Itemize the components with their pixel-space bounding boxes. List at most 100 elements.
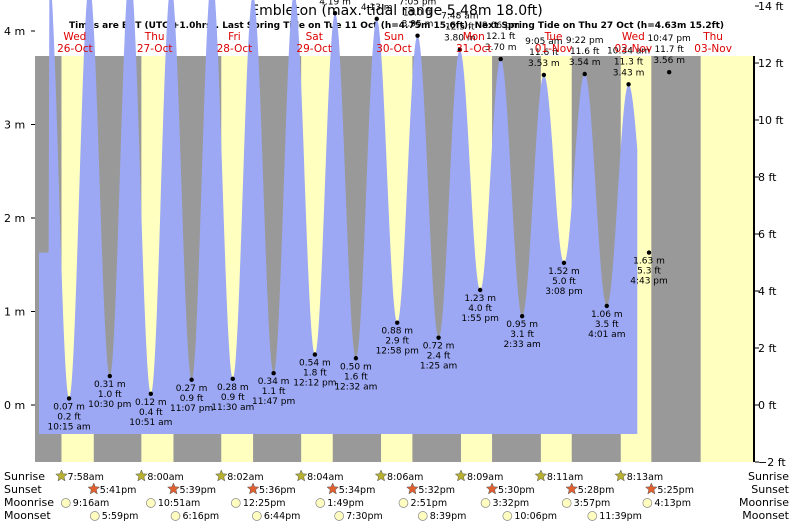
low-tide-time-label: 10:15 am bbox=[48, 422, 91, 432]
low-tide-point bbox=[271, 371, 276, 376]
moonset-icon bbox=[417, 511, 428, 521]
sunset-icon bbox=[565, 482, 579, 495]
low-tide-time-label: 12:32 am bbox=[334, 382, 377, 392]
moonset-time: 8:39pm bbox=[430, 511, 467, 522]
day-name-label: Wed bbox=[63, 31, 86, 43]
low-tide-time-label: 3:08 pm bbox=[545, 287, 583, 297]
day-name-label: Tue bbox=[544, 31, 563, 43]
day-date-label: 02-Nov bbox=[615, 43, 653, 55]
high-tide-point bbox=[457, 47, 463, 52]
high-tide-time-label: 7:05 pm bbox=[399, 0, 437, 8]
low-tide-time-label: 11:47 pm bbox=[252, 397, 295, 407]
high-tide-m-label: 3.54 m bbox=[569, 58, 601, 68]
day-name-label: Wed bbox=[622, 31, 645, 43]
low-tide-time-label: 4:43 pm bbox=[630, 277, 668, 287]
moonset-time: 11:39pm bbox=[599, 511, 642, 522]
low-tide-m-label: 1.52 m bbox=[548, 267, 580, 277]
high-tide-m-label: 3.95 m bbox=[402, 20, 434, 30]
row-label-right: Sunrise bbox=[748, 470, 789, 483]
sunrise-time: 8:00am bbox=[147, 472, 183, 483]
low-tide-ft-label: 4.0 ft bbox=[468, 304, 492, 314]
high-tide-time-label: 7:48 am bbox=[441, 12, 478, 22]
moonset-time: 10:06pm bbox=[514, 511, 557, 522]
sunrise-icon bbox=[374, 469, 388, 482]
tide-area bbox=[39, 0, 638, 434]
low-tide-time-label: 2:33 am bbox=[503, 340, 540, 350]
low-tide-ft-label: 5.3 ft bbox=[637, 267, 661, 277]
day-date-label: 26-Oct bbox=[57, 43, 93, 55]
moonrise-icon bbox=[398, 498, 409, 508]
moonset-icon bbox=[170, 511, 181, 521]
day-name-label: Mon bbox=[463, 31, 485, 43]
sunrise-time: 8:09am bbox=[467, 472, 503, 483]
moonrise-time: 10:51am bbox=[158, 498, 200, 509]
high-tide-point bbox=[332, 11, 338, 16]
low-tide-time-label: 11:07 pm bbox=[170, 404, 213, 414]
low-tide-point bbox=[230, 376, 235, 382]
high-tide-point bbox=[374, 16, 379, 22]
sunrise-time: 8:11am bbox=[547, 472, 583, 483]
low-tide-point bbox=[604, 303, 609, 309]
sunset-time: 5:36pm bbox=[259, 485, 296, 496]
high-tide-ft-label: 11.7 ft bbox=[654, 45, 684, 55]
right-axis-line bbox=[753, 56, 755, 462]
low-tide-m-label: 0.07 m bbox=[53, 402, 85, 412]
sunset-time: 5:30pm bbox=[498, 485, 535, 496]
sunrise-time: 8:06am bbox=[387, 472, 423, 483]
moonrise-time: 1:49pm bbox=[327, 498, 364, 509]
low-tide-time-label: 1:25 am bbox=[420, 362, 457, 372]
low-tide-time-label: 12:12 pm bbox=[293, 379, 336, 389]
low-tide-point bbox=[66, 396, 72, 401]
moonrise-time: 2:51pm bbox=[410, 498, 447, 509]
high-tide-ft-label: 12.5 ft bbox=[445, 23, 475, 33]
high-tide-m-label: 4.19 m bbox=[319, 0, 351, 7]
high-tide-point bbox=[666, 69, 672, 75]
chart-subtitle: Times are BST (UTC +1.0hrs). Last Spring… bbox=[69, 21, 724, 31]
low-tide-point bbox=[189, 377, 194, 382]
low-tide-point bbox=[107, 373, 112, 379]
day-name-label: Thu bbox=[702, 31, 723, 43]
low-tide-m-label: 0.95 m bbox=[506, 320, 538, 330]
moonset-icon bbox=[502, 511, 513, 521]
low-tide-ft-label: 1.6 ft bbox=[344, 372, 368, 382]
high-tide-m-label: 4.13 m bbox=[361, 3, 393, 13]
low-tide-ft-label: 1.0 ft bbox=[98, 390, 122, 400]
low-tide-point bbox=[561, 260, 567, 266]
low-tide-m-label: 0.34 m bbox=[258, 377, 290, 387]
high-tide-m-label: 3.70 m bbox=[485, 43, 517, 53]
low-tide-point bbox=[519, 313, 525, 319]
moonrise-time: 12:25pm bbox=[243, 498, 286, 509]
moonrise-time: 9:16am bbox=[73, 498, 109, 509]
day-labels: Wed26-OctThu27-OctFri28-OctSat29-OctSun3… bbox=[57, 31, 732, 55]
right-tick-label: 10 ft bbox=[758, 114, 784, 127]
low-tide-point bbox=[477, 287, 483, 293]
right-tick-label: 4 ft bbox=[758, 285, 777, 298]
sunrise-icon bbox=[294, 469, 308, 482]
high-tide-m-label: 3.43 m bbox=[613, 68, 645, 78]
row-label-right: Sunset bbox=[751, 483, 789, 496]
high-tide-point bbox=[498, 56, 503, 62]
tide-area-path bbox=[39, 0, 638, 434]
sunset-time: 5:34pm bbox=[339, 485, 376, 496]
high-tide-time-label: 8:06 pm bbox=[482, 21, 520, 31]
moonrise-icon bbox=[561, 498, 572, 508]
high-tide-time-label: 10:34 am bbox=[607, 46, 650, 56]
day-date-label: 03-Nov bbox=[694, 43, 732, 55]
row-label-right: Moonrise bbox=[739, 496, 789, 509]
high-tide-point bbox=[626, 82, 631, 87]
sunrise-icon bbox=[614, 469, 628, 482]
row-label-left: Moonset bbox=[4, 509, 51, 522]
low-tide-time-label: 11:30 am bbox=[211, 403, 254, 413]
low-tide-m-label: 1.06 m bbox=[591, 310, 623, 320]
moonrise-icon bbox=[315, 498, 326, 508]
day-name-label: Sat bbox=[306, 31, 323, 43]
row-label-right: Moonset bbox=[742, 509, 789, 522]
day-date-label: 28-Oct bbox=[217, 43, 253, 55]
moonrise-time: 3:32pm bbox=[493, 498, 530, 509]
sunset-icon bbox=[485, 482, 499, 495]
high-tide-time-label: 10:47 pm bbox=[648, 34, 691, 44]
sunset-icon bbox=[87, 482, 101, 495]
day-name-label: Sun bbox=[384, 31, 404, 43]
